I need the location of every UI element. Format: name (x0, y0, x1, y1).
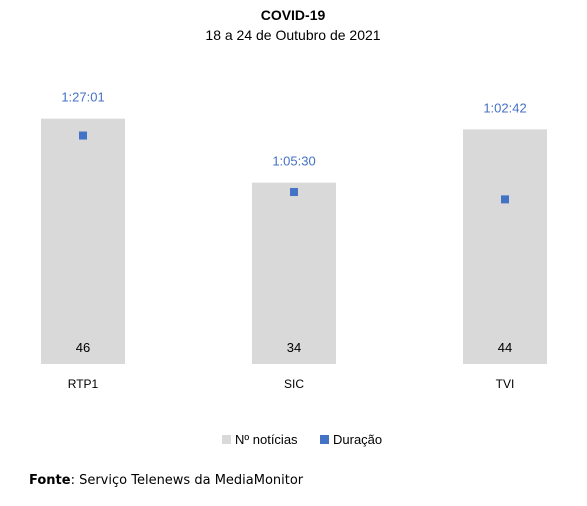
source-label: Fonte (29, 473, 71, 488)
bar-layer (41, 118, 547, 365)
bar-rtp1 (41, 118, 125, 365)
duration-marker-rtp1 (79, 131, 87, 140)
bar-value-label-sic: 34 (287, 340, 301, 355)
source-text: : Serviço Telenews da MediaMonitor (70, 473, 304, 488)
duration-label-sic: 1:05:30 (272, 154, 315, 169)
chart-subtitle: 18 a 24 de Outubro de 2021 (205, 27, 380, 43)
duration-marker-sic (290, 188, 298, 197)
legend: Nº notícias Duração (222, 432, 382, 447)
bar-value-label-tvi: 44 (498, 340, 512, 355)
source-note: Fonte: Serviço Telenews da MediaMonitor (29, 473, 303, 488)
category-label-sic: SIC (284, 377, 304, 391)
chart-title: COVID-19 (261, 7, 326, 23)
duration-label-rtp1: 1:27:01 (61, 90, 104, 105)
bar-value-label-rtp1: 46 (76, 340, 90, 355)
bar-sic (252, 182, 336, 364)
duration-label-tvi: 1:02:42 (483, 100, 526, 115)
legend-label-noticias: Nº notícias (235, 432, 298, 447)
duration-marker-tvi (501, 195, 509, 204)
category-label-tvi: TVI (496, 377, 515, 391)
legend-swatch-noticias (222, 435, 231, 444)
bar-tvi (463, 129, 547, 364)
legend-label-duracao: Duração (333, 432, 382, 447)
category-label-rtp1: RTP1 (68, 377, 99, 391)
label-layer: 46 RTP1 1:27:01 34 SIC 1:05:30 44 TVI 1:02:42 (61, 90, 526, 391)
legend-swatch-duracao (320, 435, 329, 444)
marker-layer (79, 131, 509, 204)
